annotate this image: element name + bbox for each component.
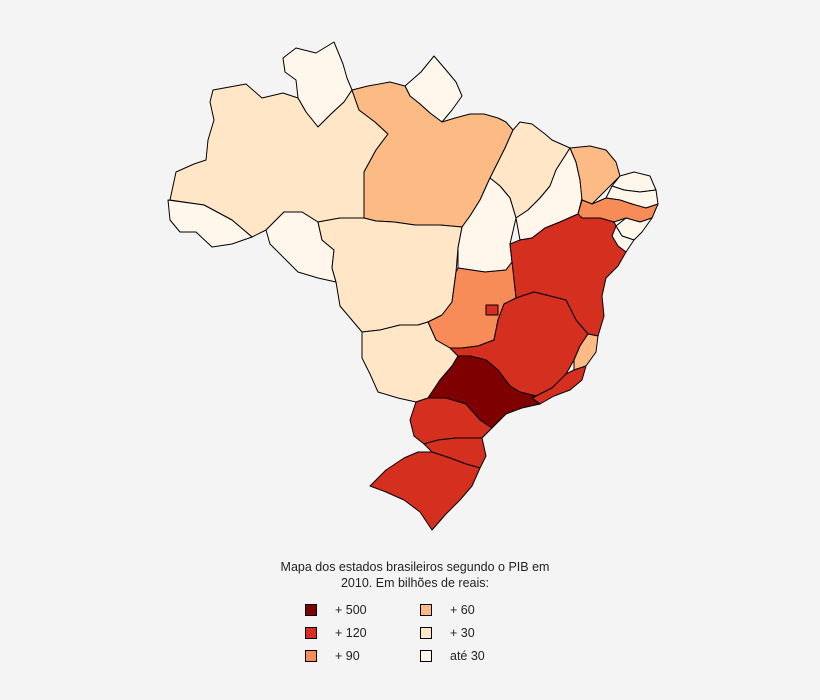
state-df	[485, 304, 499, 316]
caption-line-1: Mapa dos estados brasileiros segundo o P…	[280, 560, 550, 574]
legend-item: até 30	[420, 648, 535, 664]
brazil-gdp-map	[167, 41, 659, 531]
legend-label: + 120	[335, 626, 367, 640]
legend-label: até 30	[450, 649, 485, 663]
legend-item: + 500	[305, 602, 420, 618]
legend-label: + 90	[335, 649, 360, 663]
legend-item: + 30	[420, 625, 535, 641]
legend-swatch	[305, 650, 317, 662]
legend-swatch	[420, 604, 432, 616]
state-ce	[569, 145, 621, 205]
legend-item: + 120	[305, 625, 420, 641]
legend-swatch	[305, 627, 317, 639]
legend-label: + 30	[450, 626, 475, 640]
state-rj	[531, 365, 587, 405]
state-ac	[167, 199, 253, 248]
legend-swatch	[420, 627, 432, 639]
map-caption: Mapa dos estados brasileiros segundo o P…	[250, 559, 580, 591]
state-rs	[369, 451, 481, 531]
state-mt	[317, 217, 463, 333]
caption-line-2: 2010. Em bilhões de reais:	[340, 576, 489, 590]
legend-swatch	[420, 650, 432, 662]
legend-item: + 90	[305, 648, 420, 664]
legend: + 500 + 60 + 120 + 30 + 90 até 30	[305, 602, 545, 664]
legend-label: + 60	[450, 603, 475, 617]
legend-item: + 60	[420, 602, 535, 618]
legend-swatch	[305, 604, 317, 616]
legend-label: + 500	[335, 603, 367, 617]
